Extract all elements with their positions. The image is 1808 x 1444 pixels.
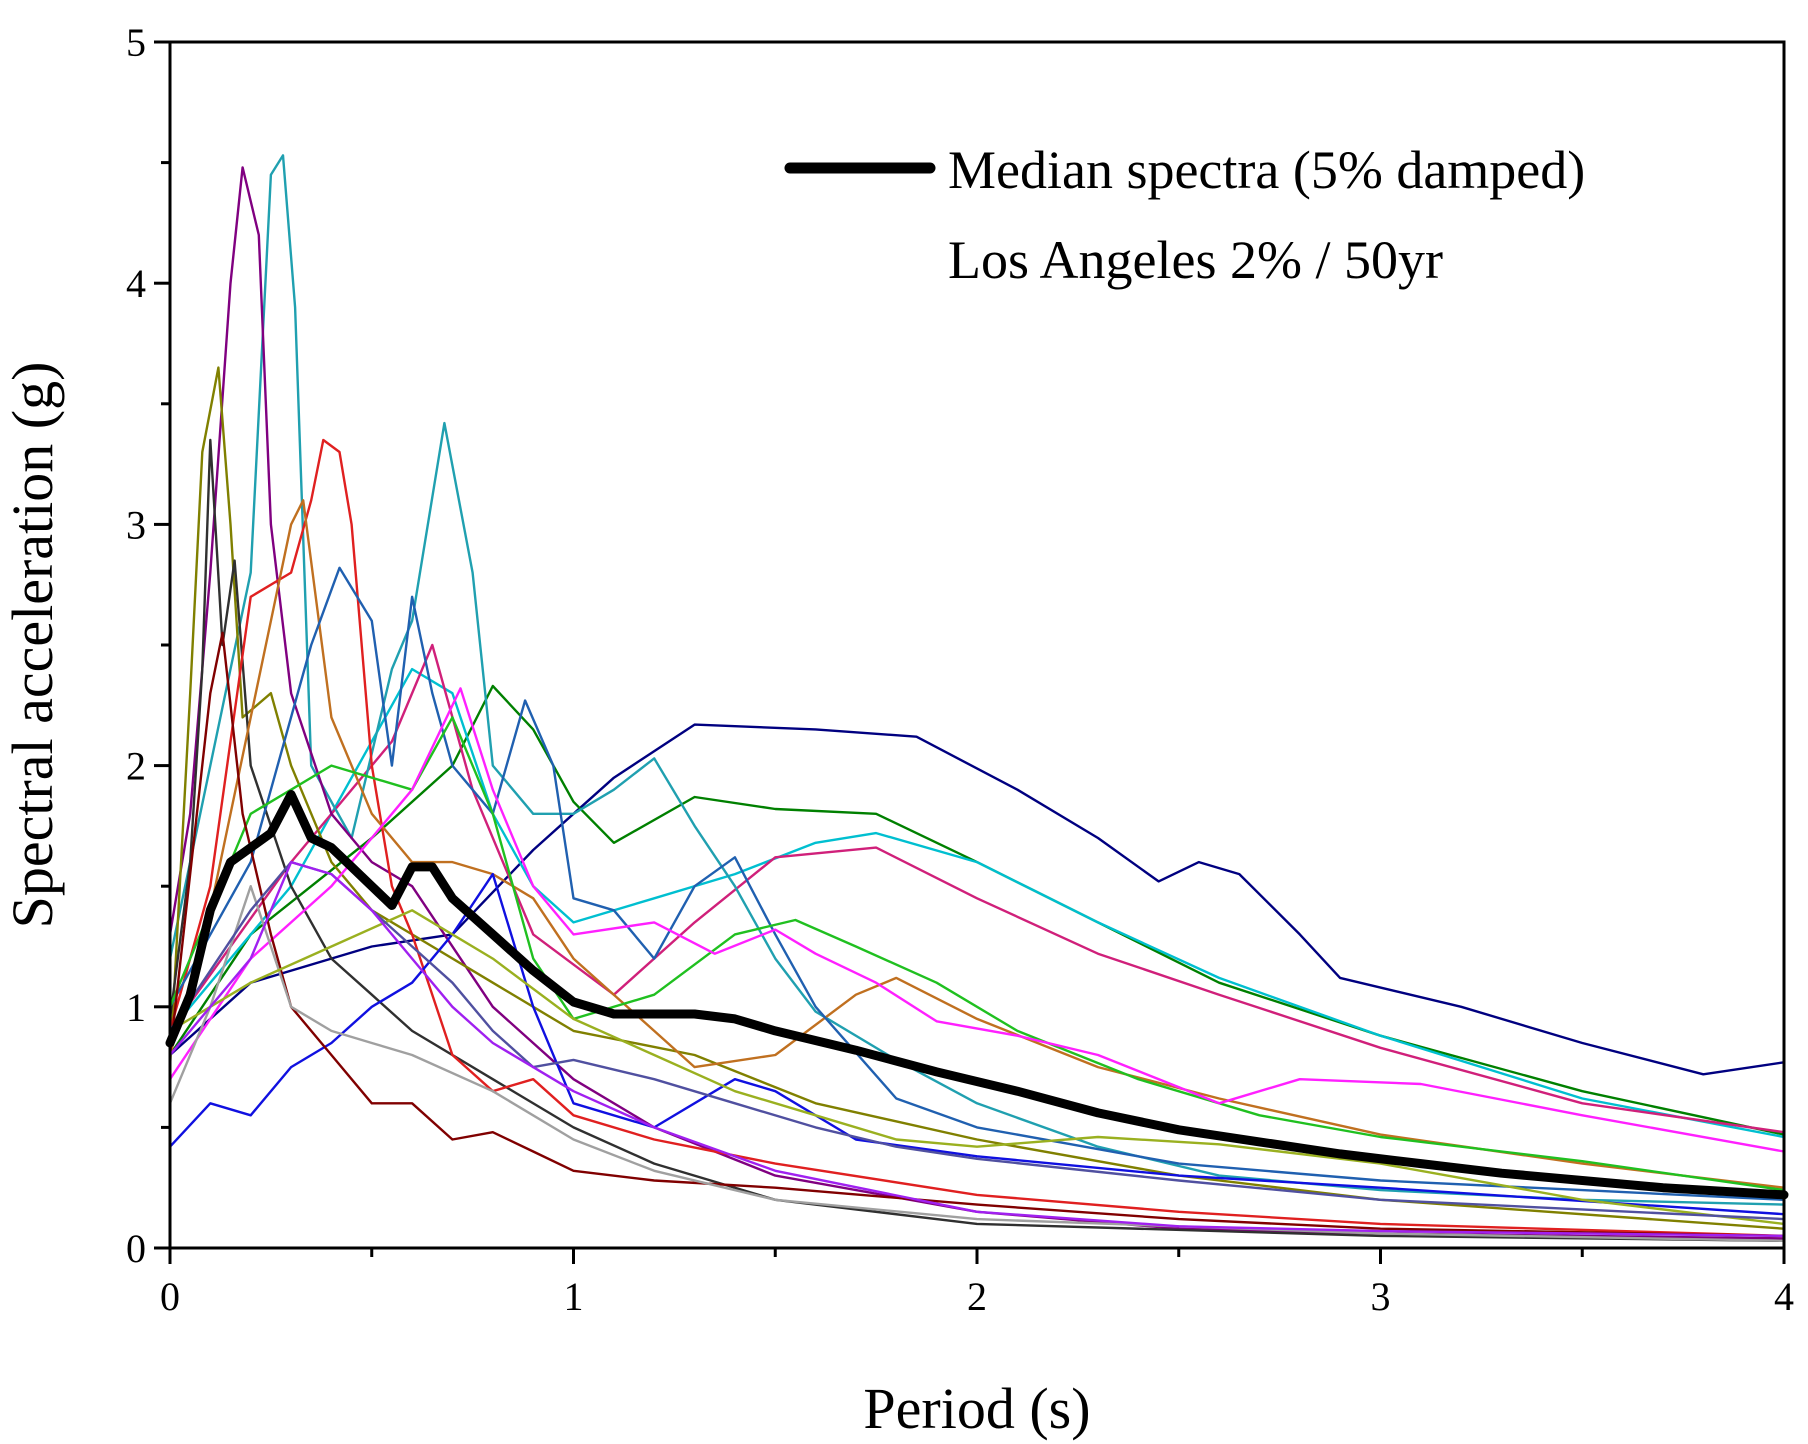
record-spectrum-line-5 [168,154,1785,1206]
record-spectrum-line-15 [168,631,1785,1238]
x-tick-label: 2 [967,1274,987,1319]
records-layer [168,154,1785,1242]
record-spectrum-line-4 [169,643,1785,1134]
y-tick-label: 5 [126,20,146,65]
x-tick-label: 3 [1371,1274,1391,1319]
x-tick-label: 4 [1774,1274,1794,1319]
record-spectrum-line-1 [169,723,1785,1076]
record-spectrum-line-11 [168,566,1785,1201]
record-spectrum-line-3 [169,667,1785,1139]
record-spectrum-line-19 [169,860,1785,1238]
y-tick-label: 4 [126,261,146,306]
legend-median-label: Median spectra (5% damped) [948,140,1585,200]
y-axis-title: Spectral acceleration (g) [0,362,65,929]
y-tick-label: 3 [126,502,146,547]
x-axis-title: Period (s) [863,1376,1090,1441]
y-tick-label: 0 [126,1226,146,1271]
median-spectrum-line [165,790,1789,1200]
record-spectrum-line-2 [169,684,1785,1136]
median-layer [165,790,1789,1200]
x-tick-label: 1 [564,1274,584,1319]
record-spectrum-line-10 [168,499,1785,1189]
legend: Median spectra (5% damped) Los Angeles 2… [784,140,1585,290]
legend-subtitle: Los Angeles 2% / 50yr [948,230,1443,290]
record-spectrum-line-16 [168,885,1785,1242]
ticks-layer: 0 1 2 3 4 5 0 1 2 3 4 [126,20,1794,1319]
x-tick-label: 0 [160,1274,180,1319]
record-spectrum-line-9 [168,438,1785,1238]
record-spectrum-line-13 [169,687,1785,1153]
y-tick-label: 2 [126,744,146,789]
record-spectrum-line-14 [169,872,1785,1216]
record-spectrum-line-17 [169,909,1785,1226]
y-tick-label: 1 [126,985,146,1030]
